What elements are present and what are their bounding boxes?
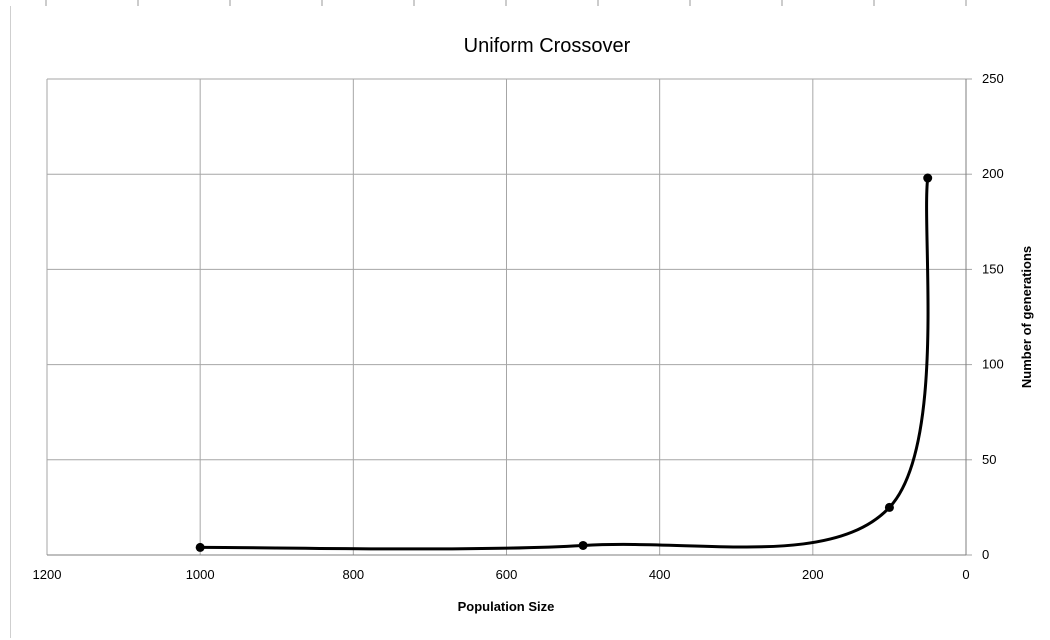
y-tick-label: 100	[982, 357, 1004, 372]
data-point	[923, 173, 933, 183]
y-tick-label: 200	[982, 166, 1004, 181]
y-axis-label: Number of generations	[1019, 246, 1034, 388]
data-markers	[195, 173, 933, 552]
y-tick-label: 150	[982, 261, 1004, 276]
x-axis-label: Population Size	[458, 599, 555, 614]
series-line	[200, 177, 930, 551]
x-tick-label: 400	[649, 567, 671, 582]
chart-frame	[10, 6, 1048, 638]
chart-title: Uniform Crossover	[464, 35, 631, 57]
data-point	[884, 502, 894, 512]
y-tick-label: 250	[982, 71, 1004, 86]
data-point	[578, 540, 588, 550]
x-tick-labels: 1200 1000 800 600 400 200 0	[33, 567, 970, 582]
x-tick-label: 0	[962, 567, 969, 582]
grid-lines	[46, 78, 972, 556]
x-tick-label: 1000	[186, 567, 215, 582]
y-tick-label: 50	[982, 452, 996, 467]
y-tick-labels: 0 50 100 150 200 250	[982, 71, 1004, 562]
data-point	[195, 542, 205, 552]
y-tick-label: 0	[982, 547, 989, 562]
top-tick-strip	[45, 0, 967, 6]
x-tick-label: 200	[802, 567, 824, 582]
x-tick-label: 1200	[33, 567, 62, 582]
x-tick-label: 800	[342, 567, 364, 582]
x-tick-label: 600	[496, 567, 518, 582]
